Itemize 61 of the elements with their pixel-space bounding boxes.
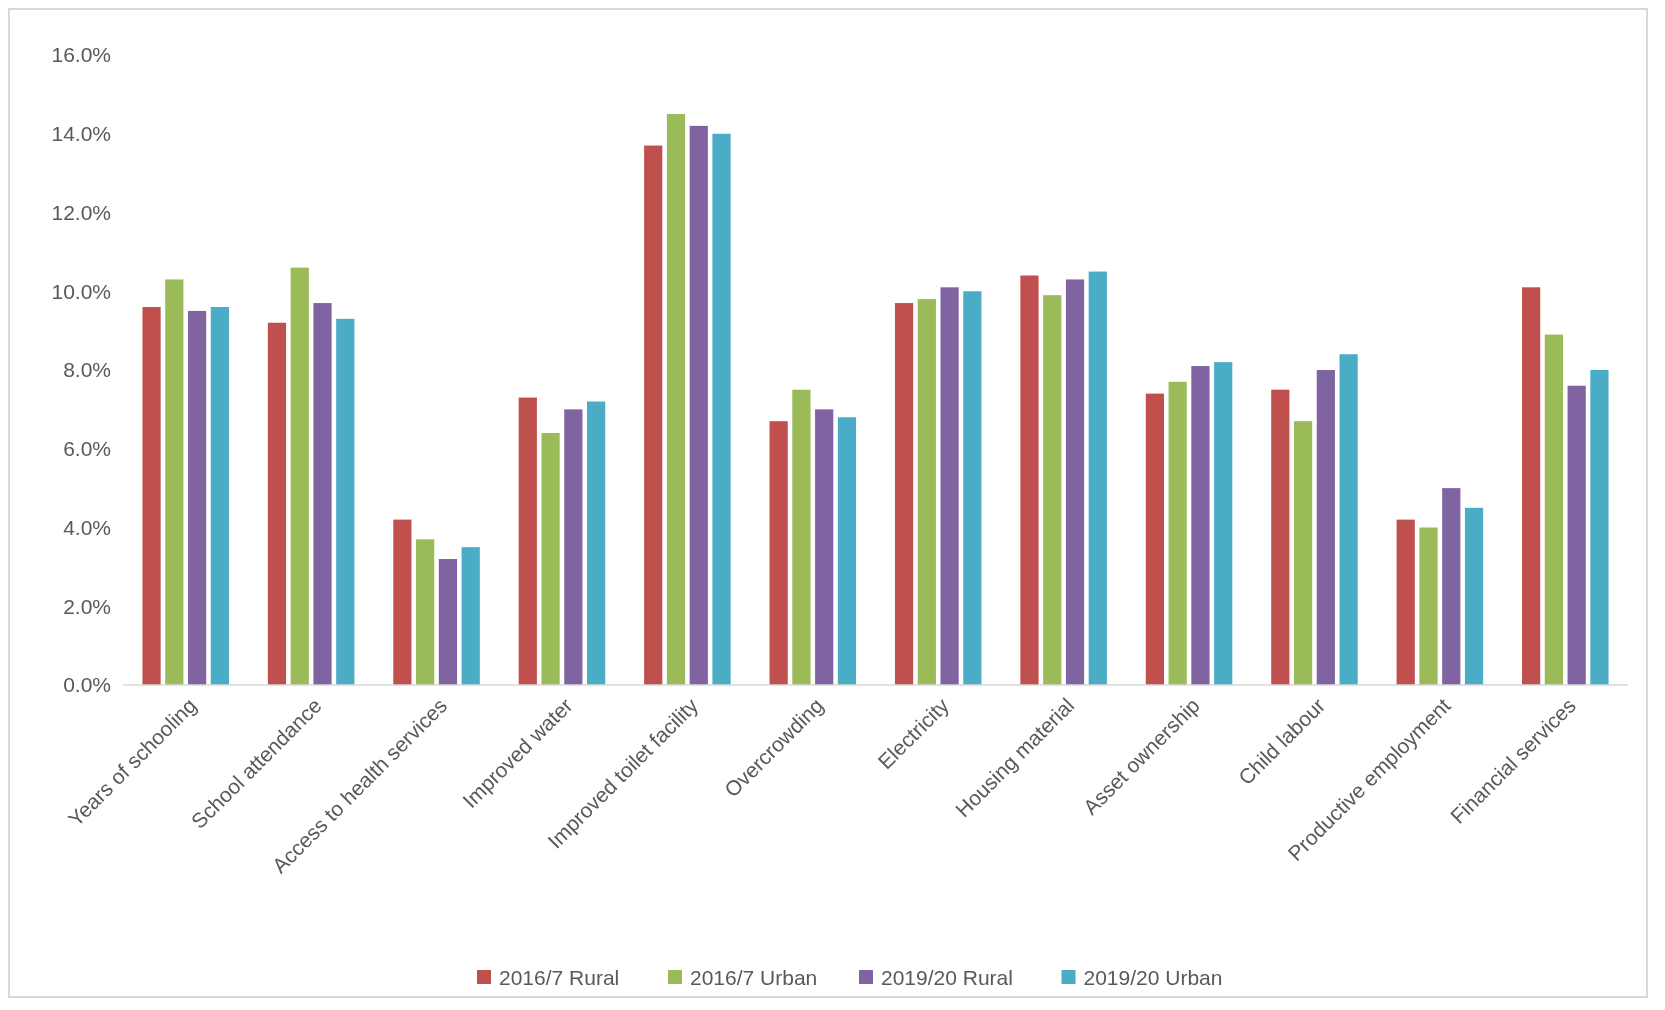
bar <box>1214 362 1233 685</box>
y-tick-label: 0.0% <box>63 673 111 697</box>
y-tick-label: 6.0% <box>63 437 111 461</box>
bar <box>1419 527 1438 685</box>
y-tick-label: 14.0% <box>51 122 111 146</box>
bar <box>267 322 287 685</box>
bar <box>1271 389 1290 685</box>
bar <box>1191 366 1210 685</box>
bar <box>1065 279 1085 685</box>
bar <box>1396 519 1415 685</box>
bar <box>894 303 914 685</box>
bar <box>313 303 332 685</box>
bar <box>290 267 309 685</box>
bar <box>1316 370 1335 685</box>
bar <box>644 145 663 685</box>
legend-label: 2019/20 Urban <box>1083 966 1223 990</box>
bar <box>1567 385 1586 685</box>
bar <box>666 114 686 685</box>
bar <box>1088 271 1107 685</box>
y-tick-label: 2.0% <box>63 594 111 618</box>
bar <box>518 397 537 685</box>
bar <box>1145 393 1164 685</box>
bar <box>438 559 458 685</box>
legend-label: 2019/20 Rural <box>881 966 1013 990</box>
bar <box>1020 275 1039 685</box>
bar <box>1522 287 1541 685</box>
y-tick-label: 10.0% <box>51 279 111 303</box>
bar <box>1464 507 1484 685</box>
legend-label: 2016/7 Rural <box>499 966 620 990</box>
y-tick-label: 12.0% <box>51 200 111 224</box>
bar <box>416 539 435 685</box>
bar <box>1043 295 1062 685</box>
bar <box>792 389 811 685</box>
bar <box>393 519 412 685</box>
bar <box>940 287 959 685</box>
bar <box>564 409 583 685</box>
bar <box>1442 488 1461 685</box>
bar <box>712 133 731 685</box>
bar <box>769 421 788 685</box>
bar <box>541 433 560 685</box>
legend-label: 2016/7 Urban <box>690 966 818 990</box>
y-tick-label: 16.0% <box>51 43 111 67</box>
bar <box>587 401 606 685</box>
bar <box>165 279 184 685</box>
bar <box>461 547 480 685</box>
y-tick-label: 8.0% <box>63 358 111 382</box>
bar <box>689 125 708 685</box>
bar <box>1590 370 1609 685</box>
bar <box>963 291 982 685</box>
y-tick-label: 4.0% <box>63 515 111 539</box>
bar <box>336 318 355 685</box>
bar <box>1339 354 1358 685</box>
bar <box>1293 421 1313 685</box>
bar <box>837 417 857 685</box>
bar <box>1168 381 1187 685</box>
bar <box>142 307 161 685</box>
bar <box>815 409 834 685</box>
bar <box>917 299 936 685</box>
bar <box>187 310 207 685</box>
bar <box>210 307 229 685</box>
bar <box>1544 334 1564 685</box>
